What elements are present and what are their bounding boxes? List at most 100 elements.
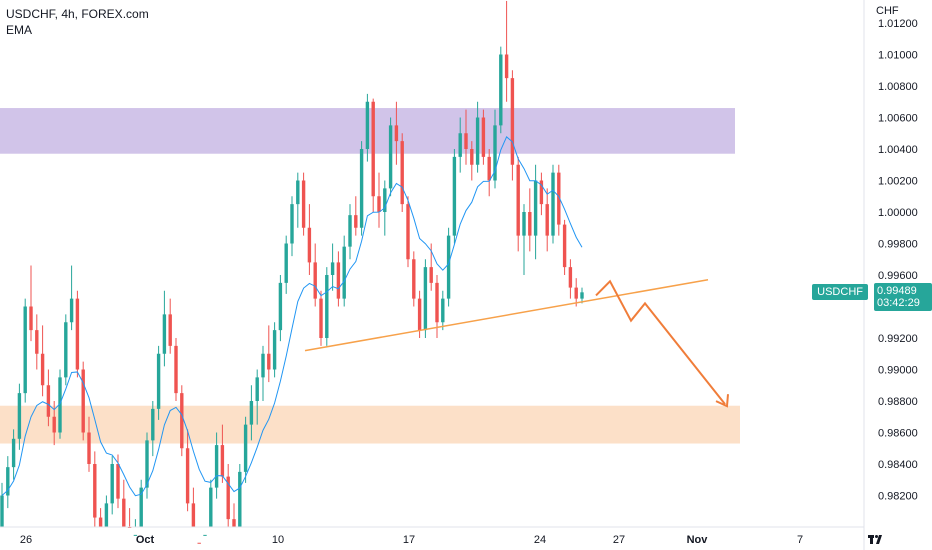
candle-body: [371, 101, 375, 197]
candle-body: [313, 262, 317, 299]
candle-body: [377, 196, 381, 212]
price-tick-label: 0.99800: [878, 239, 918, 251]
candle-body: [562, 224, 567, 268]
candle-body: [423, 267, 428, 331]
candle-body: [98, 517, 103, 527]
candle-body: [319, 298, 323, 338]
price-tick-label: 0.99200: [878, 333, 918, 345]
symbol-info[interactable]: USDCHF, 4h, FOREX.com: [6, 7, 149, 21]
candle-body: [249, 401, 254, 425]
candle-body: [46, 385, 51, 417]
candle-body: [162, 314, 167, 354]
price-tick-label: 0.98800: [878, 396, 918, 408]
candle-body: [533, 180, 538, 236]
tradingview-logo-icon[interactable]: [868, 532, 882, 546]
candle-body: [568, 267, 573, 288]
candle-body: [383, 188, 387, 212]
candle-body: [394, 125, 399, 142]
candle-body: [267, 353, 271, 370]
price-axis-unit: CHF: [876, 5, 899, 17]
price-tick-label: 1.00200: [878, 176, 918, 188]
candle-body: [354, 215, 358, 228]
candle-body: [336, 262, 341, 299]
indicator-ema-label[interactable]: EMA: [6, 23, 33, 37]
candle-body: [139, 487, 143, 527]
candle-body: [499, 54, 503, 126]
candle-body: [203, 534, 207, 536]
candle-body: [191, 503, 196, 527]
price-tick-label: 0.98400: [878, 459, 918, 471]
candle-body: [452, 156, 457, 236]
candle-body: [458, 133, 462, 157]
candle-body: [52, 416, 56, 433]
candle-body: [307, 227, 312, 263]
candle-body: [481, 117, 486, 157]
candle-body: [528, 212, 532, 236]
candle-body: [504, 54, 509, 79]
candle-body: [11, 438, 16, 468]
time-tick-label: 27: [613, 534, 625, 546]
candle-body: [412, 259, 416, 299]
candle-body: [93, 464, 97, 518]
candle-body: [342, 246, 346, 299]
time-tick-label: Oct: [136, 534, 155, 546]
candle-body: [40, 353, 45, 386]
candle-body: [539, 180, 544, 205]
candle-body: [23, 306, 27, 394]
price-tick-label: 1.00400: [878, 144, 918, 156]
symbol-price-tag: USDCHF: [812, 284, 868, 300]
candle-body: [226, 476, 230, 520]
candle-body: [174, 345, 178, 394]
candle-body: [493, 125, 497, 181]
candle-body: [64, 322, 68, 378]
candle-body: [359, 149, 364, 228]
candle-body: [516, 164, 520, 236]
candle-body: [35, 330, 39, 354]
candle-body: [87, 432, 91, 464]
candle-body: [185, 448, 190, 504]
candle-body: [122, 498, 126, 527]
candle-body: [301, 180, 306, 228]
candle-body: [557, 172, 561, 225]
price-tick-label: 1.00000: [878, 207, 918, 219]
price-tick-label: 1.01200: [878, 18, 918, 30]
price-tick-label: 1.00600: [878, 113, 918, 125]
time-tick-label: Nov: [687, 534, 709, 546]
candle-body: [156, 353, 161, 409]
time-tick-label: 26: [20, 534, 32, 546]
candle-body: [325, 275, 329, 338]
candle-body: [272, 330, 277, 370]
candle-body: [145, 440, 149, 488]
candle-body: [388, 125, 393, 189]
current-price-box: 0.99489 03:42:29: [874, 283, 932, 311]
candle-body: [261, 353, 265, 378]
ascending-trendline[interactable]: [304, 278, 709, 352]
support-zone[interactable]: [0, 405, 740, 444]
candle-body: [220, 445, 225, 477]
candle-body: [104, 503, 109, 527]
price-tick-label: 1.00800: [878, 81, 918, 93]
ema-line: [1, 135, 583, 497]
price-tick-label: 0.98200: [878, 491, 918, 503]
candle-body: [69, 298, 74, 323]
candle-body: [168, 314, 172, 346]
candle-body: [580, 292, 584, 299]
candle-body: [209, 487, 213, 527]
price-tick-label: 0.98600: [878, 428, 918, 440]
time-tick-label: 10: [272, 534, 284, 546]
candle-body: [348, 215, 352, 247]
projection-arrowhead: [715, 394, 729, 408]
candle-body: [58, 377, 62, 433]
candle-body: [574, 287, 578, 299]
candle-body: [278, 282, 283, 331]
time-tick-label: 7: [797, 534, 803, 546]
projection-path[interactable]: [595, 279, 726, 405]
current-price: 0.99489: [877, 285, 917, 297]
chart-legend: USDCHF, 4h, FOREX.com EMA: [6, 6, 149, 38]
candle-body: [243, 424, 248, 472]
candle-body: [81, 369, 85, 433]
candle-body: [290, 204, 294, 244]
bar-countdown: 03:42:29: [877, 297, 920, 309]
